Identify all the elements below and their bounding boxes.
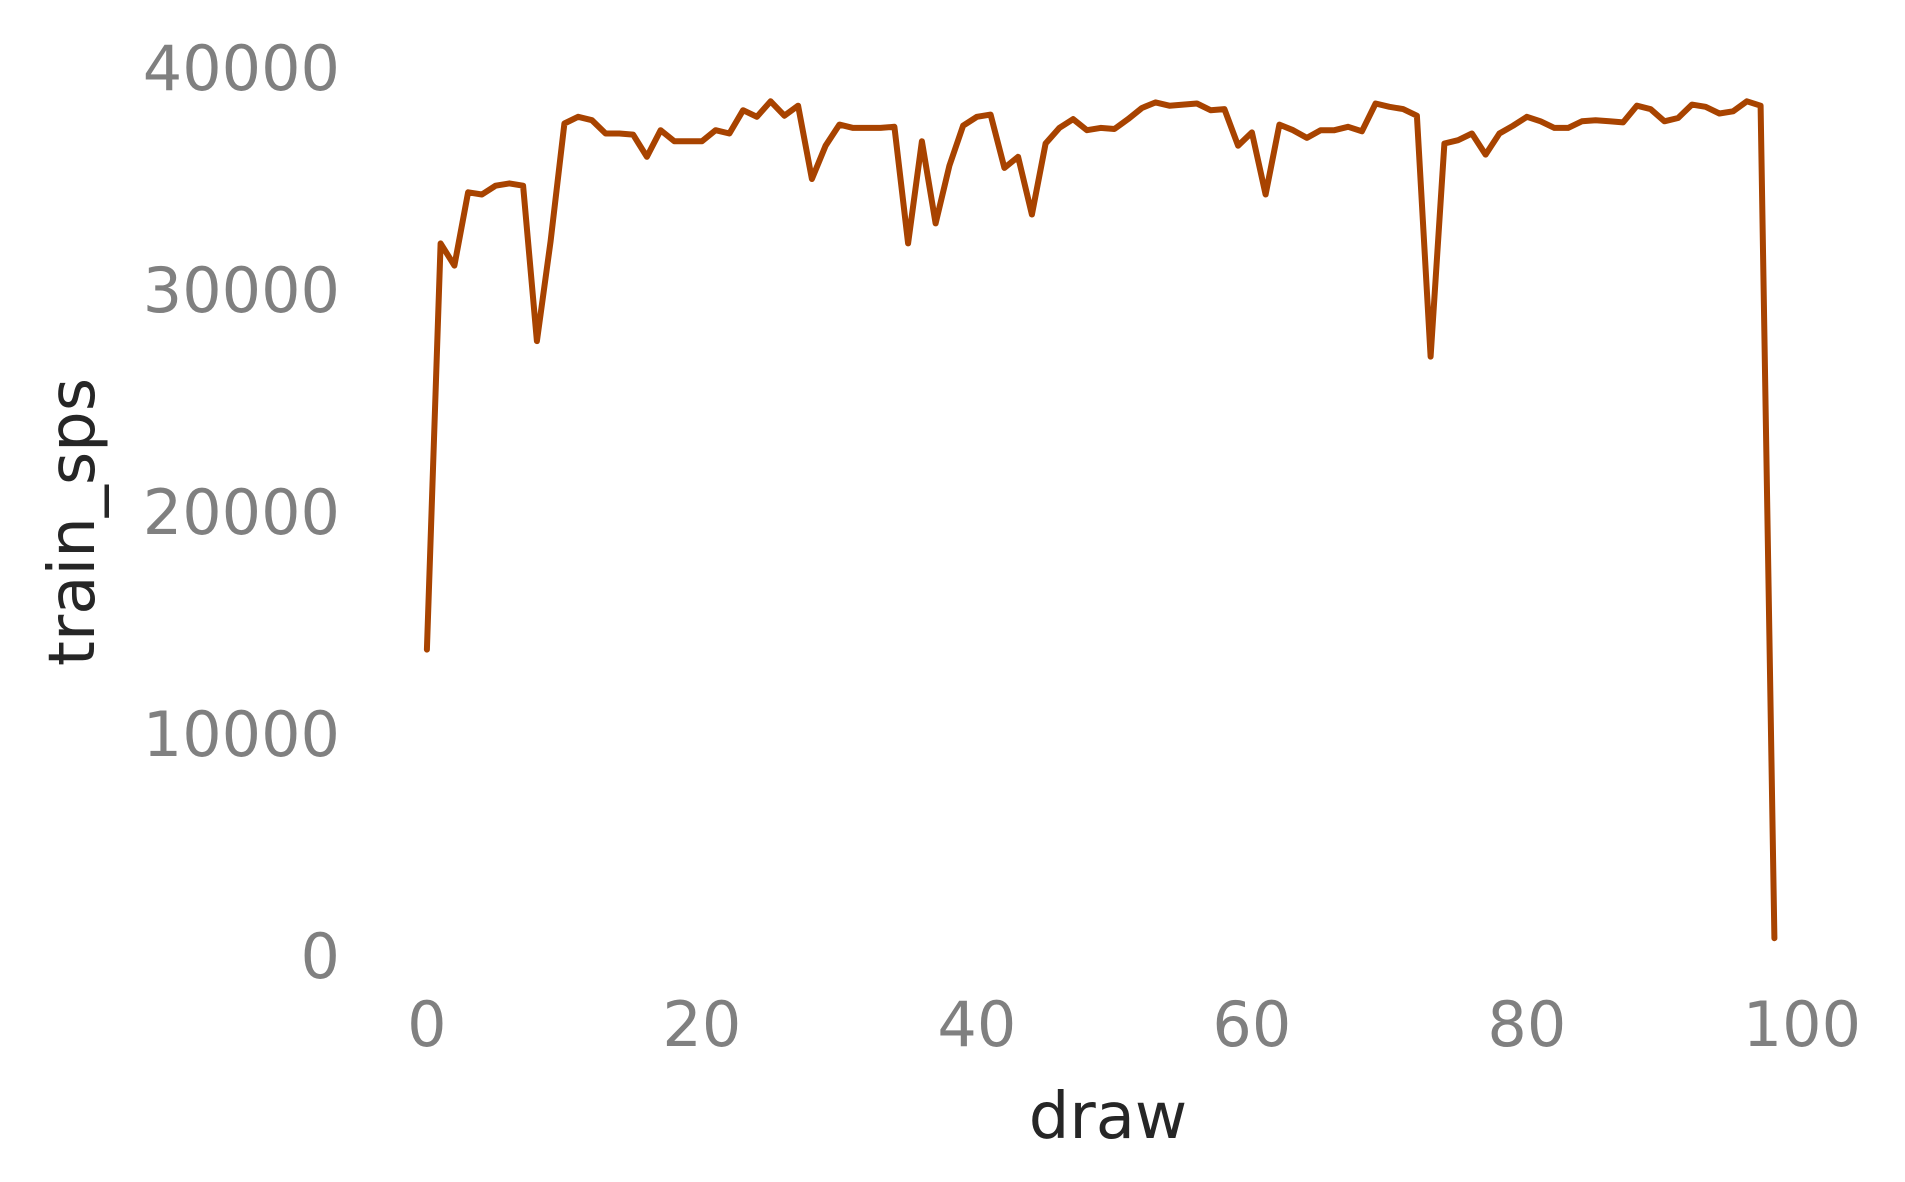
x-tick-label: 80 <box>1487 988 1566 1061</box>
x-tick-label: 60 <box>1212 988 1291 1061</box>
series-line-0 <box>423 98 1778 942</box>
x-tick-label: 20 <box>662 988 741 1061</box>
y-tick-label: 10000 <box>143 698 340 771</box>
x-axis-ticks: 0 20 40 60 80 100 <box>407 988 1861 1061</box>
y-tick-label: 30000 <box>143 254 340 327</box>
series-layer <box>423 98 1778 942</box>
y-axis-ticks: 0 10000 20000 30000 40000 <box>143 32 340 993</box>
y-axis-label: train_sps <box>36 378 110 666</box>
x-tick-label: 0 <box>407 988 446 1061</box>
y-tick-label: 0 <box>301 920 340 993</box>
x-axis-label: draw <box>1029 1080 1188 1154</box>
y-tick-label: 40000 <box>143 32 340 105</box>
x-tick-label: 100 <box>1743 988 1861 1061</box>
y-tick-label: 20000 <box>143 476 340 549</box>
x-tick-label: 40 <box>937 988 1016 1061</box>
